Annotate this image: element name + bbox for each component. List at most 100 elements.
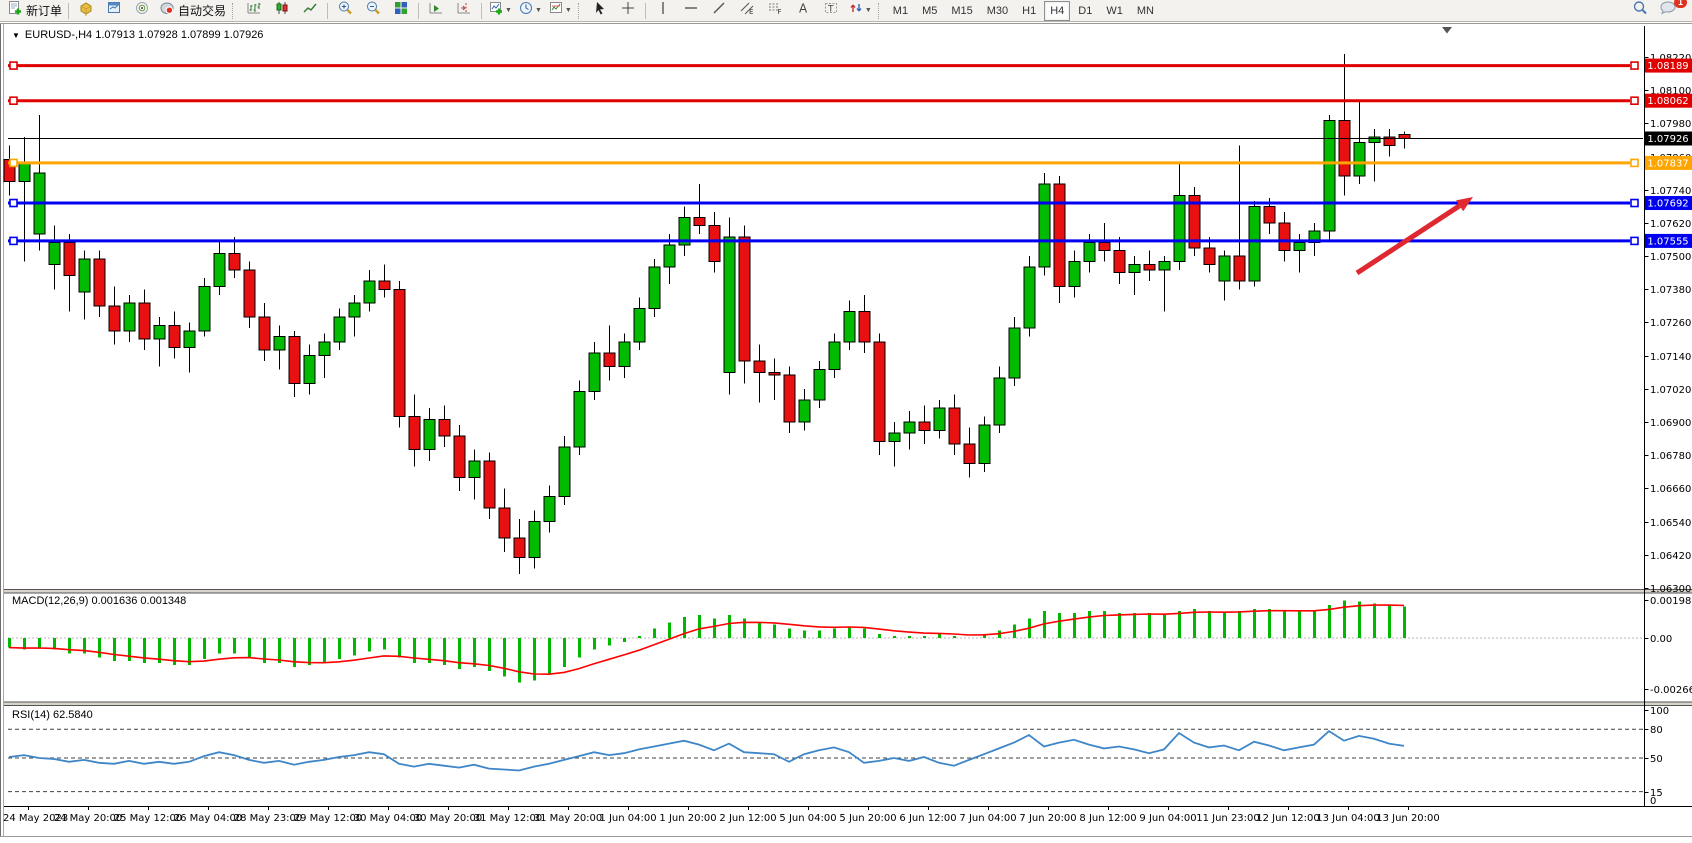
horizontal-line-1.07837[interactable]: 1.07837: [8, 156, 1692, 170]
arrows-tool-button[interactable]: ▼: [845, 0, 875, 22]
candle-chart-mode-button[interactable]: [268, 0, 296, 22]
profile-window-button[interactable]: [100, 0, 128, 22]
svg-text:1.07692: 1.07692: [1647, 199, 1688, 210]
periods-button[interactable]: ▼: [515, 0, 545, 22]
timeframe-m1-button[interactable]: M1: [887, 1, 914, 21]
signal-icon: [134, 0, 150, 21]
svg-text:24 May 20:00: 24 May 20:00: [54, 813, 123, 824]
separator: [878, 3, 883, 19]
new-order-button[interactable]: 新订单: [4, 0, 65, 22]
zoom-in-button[interactable]: [331, 0, 359, 22]
rsi-indicator-label: RSI(14) 62.5840: [12, 709, 93, 721]
separator: [481, 3, 482, 19]
svg-text:T: T: [827, 5, 834, 15]
indicators-button[interactable]: ▼: [485, 0, 515, 22]
svg-text:E: E: [749, 8, 753, 16]
svg-text:2 Jun 12:00: 2 Jun 12:00: [719, 813, 776, 824]
svg-text:1.07380: 1.07380: [1650, 285, 1691, 296]
svg-text:1.06900: 1.06900: [1650, 418, 1691, 429]
fibonacci-tool-button[interactable]: F: [761, 0, 789, 22]
new-order-icon: [7, 0, 23, 21]
chevron-down-icon: ▼: [505, 7, 512, 14]
svg-text:1 Jun 20:00: 1 Jun 20:00: [659, 813, 716, 824]
horizontal-line-1.08062[interactable]: 1.08062: [8, 94, 1692, 108]
zoom-out-button[interactable]: [359, 0, 387, 22]
svg-text:80: 80: [1650, 725, 1663, 736]
chart-shift-marker[interactable]: [1442, 27, 1452, 34]
timeframe-h1-button[interactable]: H1: [1016, 1, 1042, 21]
equidistant-channel-icon: E: [739, 0, 755, 21]
macd-indicator-label: MACD(12,26,9) 0.001636 0.001348: [12, 595, 186, 607]
svg-text:F: F: [777, 8, 781, 16]
timeframe-d1-button[interactable]: D1: [1072, 1, 1098, 21]
svg-text:28 May 23:00: 28 May 23:00: [234, 813, 303, 824]
separator: [645, 3, 646, 19]
auto-scroll-button[interactable]: [422, 0, 450, 22]
svg-text:5 Jun 20:00: 5 Jun 20:00: [839, 813, 896, 824]
chevron-down-icon: ▼: [865, 7, 872, 14]
text-label-tool-button[interactable]: T: [817, 0, 845, 22]
horizontal-line-1.07692[interactable]: 1.07692: [8, 196, 1692, 210]
svg-text:31 May 20:00: 31 May 20:00: [534, 813, 603, 824]
search-icon: [1632, 0, 1648, 21]
line-chart-mode-button[interactable]: [296, 0, 324, 22]
svg-text:100: 100: [1650, 706, 1669, 717]
svg-text:1 Jun 04:00: 1 Jun 04:00: [599, 813, 656, 824]
svg-text:30 May 20:00: 30 May 20:00: [414, 813, 483, 824]
crosshair-button[interactable]: [614, 0, 642, 22]
timeframe-m30-button[interactable]: M30: [981, 1, 1014, 21]
timeframe-m5-button[interactable]: M5: [916, 1, 943, 21]
svg-text:13 Jun 04:00: 13 Jun 04:00: [1316, 813, 1380, 824]
bar-chart-mode-button[interactable]: [240, 0, 268, 22]
svg-text:1.06660: 1.06660: [1650, 484, 1691, 495]
timeframe-w1-button[interactable]: W1: [1100, 1, 1129, 21]
text-tool-button[interactable]: A: [789, 0, 817, 22]
horizontal-line-tool-button[interactable]: [677, 0, 705, 22]
svg-text:1.07837: 1.07837: [1647, 158, 1688, 169]
clock-icon: [518, 0, 534, 21]
notifications-button[interactable]: 1: [1654, 0, 1682, 22]
channel-tool-button[interactable]: E: [733, 0, 761, 22]
search-button[interactable]: [1626, 0, 1654, 22]
text-label-icon: T: [823, 0, 839, 21]
fibonacci-icon: F: [767, 0, 783, 21]
zoom-out-icon: [365, 0, 381, 21]
timeframe-m15-button[interactable]: M15: [945, 1, 978, 21]
cursor-button[interactable]: [586, 0, 614, 22]
separator: [232, 3, 237, 19]
chart-canvas[interactable]: 1.082201.081001.079801.078601.077401.076…: [0, 22, 1692, 838]
tile-windows-button[interactable]: [387, 0, 415, 22]
svg-text:13 Jun 20:00: 13 Jun 20:00: [1376, 813, 1440, 824]
cursor-icon: [592, 0, 608, 21]
indicators-icon: [488, 0, 504, 21]
svg-text:1.07260: 1.07260: [1650, 318, 1691, 329]
svg-text:A: A: [799, 2, 808, 16]
line-chart-icon: [302, 0, 318, 21]
templates-button[interactable]: ▼: [545, 0, 575, 22]
svg-text:0.001986: 0.001986: [1650, 596, 1692, 607]
profile-window-icon: [106, 0, 122, 21]
timeframe-mn-button[interactable]: MN: [1131, 1, 1160, 21]
candles-layer: [4, 54, 1410, 574]
zoom-in-icon: [337, 0, 353, 21]
window-frame: [0, 24, 1692, 838]
timeframe-h4-button[interactable]: H4: [1044, 1, 1070, 21]
trend-arrow[interactable]: [1357, 197, 1473, 273]
symbols-button[interactable]: [72, 0, 100, 22]
vertical-line-tool-button[interactable]: [649, 0, 677, 22]
signal-button[interactable]: [128, 0, 156, 22]
chart-shift-button[interactable]: [450, 0, 478, 22]
trendline-tool-button[interactable]: [705, 0, 733, 22]
horizontal-line-1.08189[interactable]: 1.08189: [8, 59, 1692, 73]
auto-trading-button[interactable]: 自动交易: [156, 0, 229, 22]
current-price-line: 1.07926: [8, 131, 1692, 145]
horizontal-line-1.07555[interactable]: 1.07555: [8, 234, 1692, 248]
svg-text:11 Jun 23:00: 11 Jun 23:00: [1196, 813, 1260, 824]
crosshair-icon: [620, 0, 636, 21]
chart-dropdown-icon[interactable]: ▼: [12, 31, 20, 40]
svg-text:1.06300: 1.06300: [1650, 584, 1691, 595]
trendline-icon: [711, 0, 727, 21]
separator: [578, 3, 583, 19]
